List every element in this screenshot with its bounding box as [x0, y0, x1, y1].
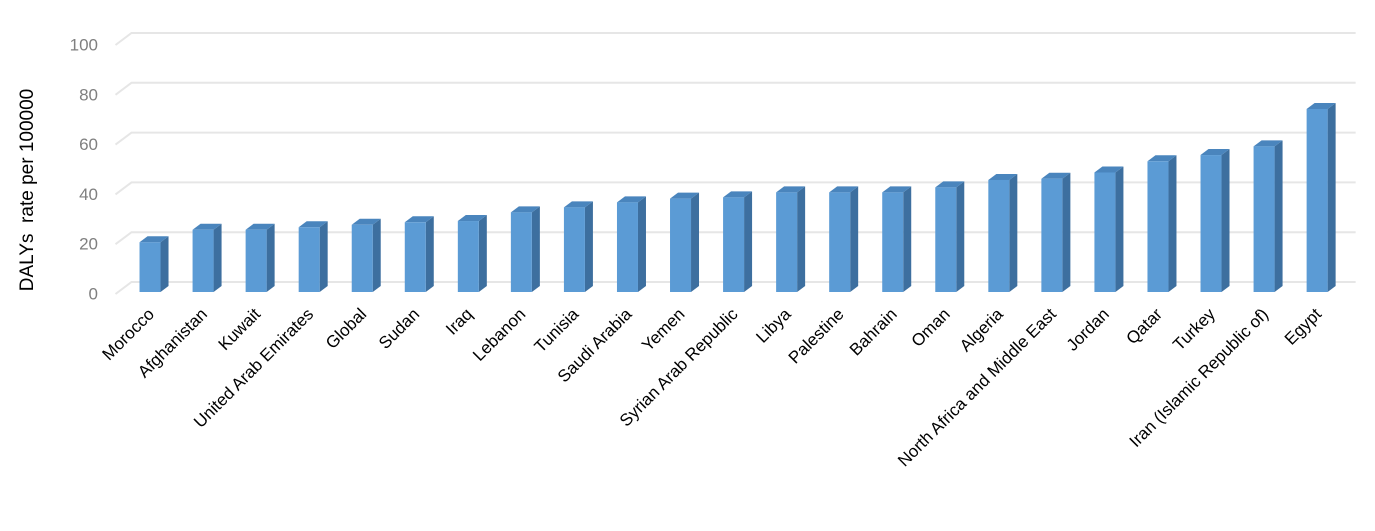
- bar-top: [563, 201, 593, 208]
- bar-top: [404, 216, 434, 223]
- bar-side: [956, 181, 965, 292]
- bar-top: [139, 236, 169, 243]
- bar-side: [160, 236, 169, 292]
- bar-side: [797, 186, 806, 292]
- x-tick-label: Lebanon: [469, 305, 529, 365]
- bar: [616, 202, 638, 292]
- bar: [1147, 161, 1169, 292]
- bar: [723, 197, 745, 292]
- bar-top: [1306, 102, 1336, 109]
- bar-side: [478, 215, 487, 292]
- x-tick-label: Turkey: [1169, 304, 1219, 354]
- x-tick-label: Algeria: [956, 304, 1007, 355]
- bar: [882, 192, 904, 292]
- y-tick-label: 40: [79, 185, 98, 204]
- bar-top: [1147, 155, 1177, 162]
- y-tick-label: 80: [79, 85, 98, 104]
- bar: [935, 187, 957, 292]
- bar-top: [192, 223, 222, 230]
- x-tick-label: Global: [322, 305, 370, 353]
- bar: [670, 198, 692, 292]
- bar-top: [1094, 166, 1124, 173]
- bar: [298, 227, 320, 292]
- bar-side: [1274, 140, 1283, 292]
- bar-top: [1253, 140, 1283, 147]
- bar-side: [903, 186, 912, 292]
- bar-top: [935, 181, 965, 188]
- bar-side: [266, 223, 275, 292]
- bar: [457, 221, 479, 292]
- bar: [988, 179, 1010, 292]
- grid-line: [114, 32, 1356, 46]
- y-tick-label: 0: [89, 284, 98, 303]
- x-tick-label: Palestine: [785, 305, 848, 368]
- bar-side: [372, 218, 381, 292]
- x-tick-label: Sudan: [375, 305, 423, 353]
- x-tick-label: Bahrain: [846, 305, 901, 360]
- y-axis-label: DALYs rate per 100000: [17, 89, 38, 291]
- x-tick-label: Tunisia: [531, 304, 583, 356]
- bar-top: [776, 186, 806, 193]
- bar-side: [213, 223, 222, 292]
- bar-side: [691, 192, 700, 292]
- x-tick-label: Libya: [752, 304, 795, 347]
- bar: [404, 222, 426, 292]
- bar-top: [245, 223, 275, 230]
- grid-line: [114, 81, 1356, 96]
- bar: [1041, 178, 1063, 292]
- bar: [829, 192, 851, 292]
- x-tick-label: Jordan: [1063, 305, 1113, 355]
- x-tick-label: Kuwait: [215, 304, 265, 354]
- bar: [1094, 172, 1116, 292]
- bar: [563, 207, 585, 292]
- bar: [1200, 155, 1222, 292]
- x-tick-label: Oman: [908, 305, 954, 351]
- bar-top: [298, 221, 328, 228]
- bar: [245, 229, 267, 292]
- bar-top: [457, 215, 487, 222]
- y-tick-label: 60: [79, 135, 98, 154]
- bar-top: [510, 206, 540, 213]
- bar: [1253, 146, 1275, 292]
- bar-top: [1041, 172, 1071, 179]
- bar-top: [670, 192, 700, 199]
- y-tick-label: 20: [79, 235, 98, 254]
- grid-line: [114, 131, 1356, 146]
- bar-side: [584, 201, 593, 292]
- bar-side: [637, 196, 646, 292]
- x-tick-label: Egypt: [1281, 304, 1325, 348]
- bar: [351, 224, 373, 292]
- bar: [776, 192, 798, 292]
- bar-side: [1009, 173, 1018, 292]
- bar-side: [1062, 172, 1071, 292]
- bar: [510, 212, 532, 292]
- bar-top: [988, 173, 1018, 180]
- x-tick-label: Iraq: [442, 305, 476, 339]
- bar-side: [1168, 155, 1177, 292]
- bar-top: [1200, 149, 1230, 156]
- bar-side: [850, 186, 859, 292]
- bar-side: [531, 206, 540, 292]
- bar-side: [1327, 102, 1336, 292]
- bar-side: [319, 221, 328, 292]
- bar-top: [351, 218, 381, 225]
- bar-side: [1221, 149, 1230, 292]
- bar: [139, 242, 161, 292]
- bar-top: [829, 186, 859, 193]
- bar-side: [744, 191, 753, 292]
- bar: [192, 229, 214, 292]
- bar: [1306, 108, 1328, 292]
- y-tick-label: 100: [70, 35, 98, 54]
- bar-top: [616, 196, 646, 203]
- bar-top: [882, 186, 912, 193]
- x-tick-label: Qatar: [1122, 304, 1166, 348]
- x-tick-label: Yemen: [638, 305, 688, 355]
- bar-top: [723, 191, 753, 198]
- bar-side: [425, 216, 434, 292]
- bar-side: [1115, 166, 1124, 292]
